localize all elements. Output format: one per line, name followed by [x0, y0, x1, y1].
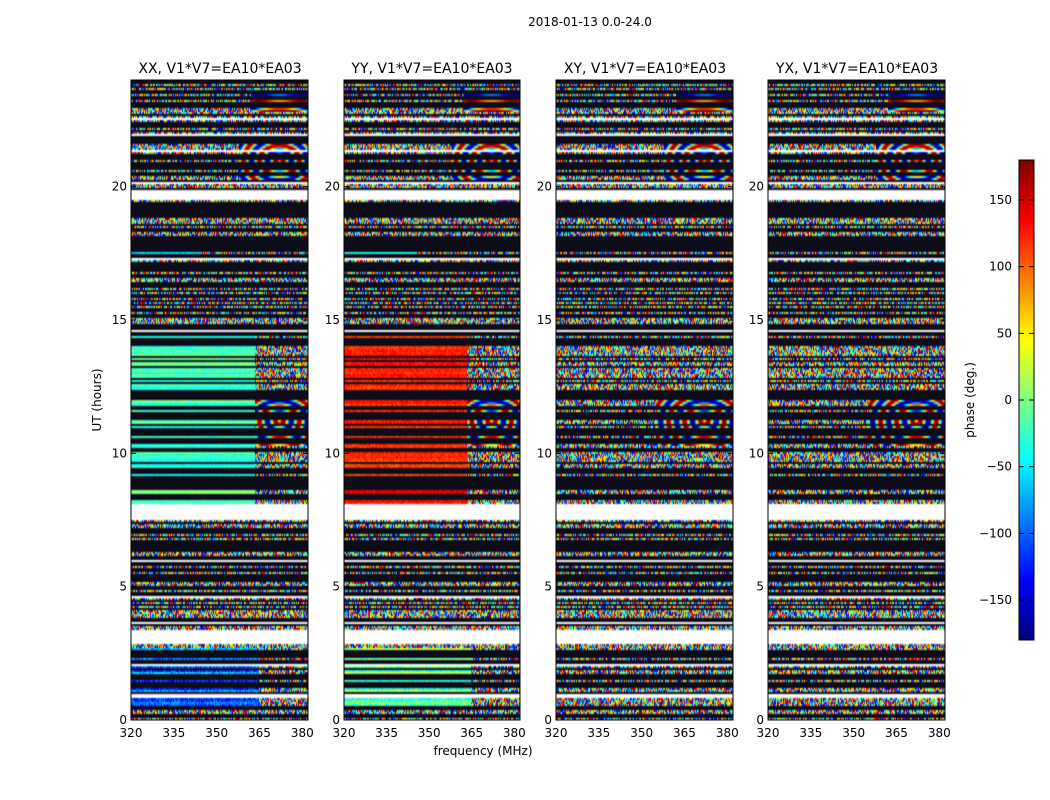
y-tick-label: 10 [112, 446, 127, 460]
y-tick-label: 10 [749, 446, 764, 460]
y-tick-label: 5 [756, 580, 764, 594]
x-tick-label: 365 [885, 726, 908, 740]
y-tick-label: 0 [332, 713, 340, 727]
panel-yy: YY, V1*V7=EA10*EA03 320 335 350 365 380 0 5 10 1… [325, 61, 526, 740]
axis-ticks-yy: 320 335 350 365 380 0 5 10 15 20 [325, 80, 526, 740]
x-tick-label: 320 [545, 726, 568, 740]
heatmap-yy [344, 80, 520, 720]
y-tick-label: 15 [537, 313, 552, 327]
y-tick-label: 15 [325, 313, 340, 327]
axis-ticks-xy: 320 335 350 365 380 0 5 10 15 20 [537, 80, 739, 740]
x-tick-label: 365 [460, 726, 483, 740]
x-tick-label: 380 [291, 726, 314, 740]
x-tick-label: 335 [799, 726, 822, 740]
y-tick-label: 20 [749, 180, 764, 194]
panel-title-yx: YX, V1*V7=EA10*EA03 [775, 61, 938, 77]
y-tick-label: 5 [119, 580, 127, 594]
colorbar-tick-label: 150 [989, 193, 1012, 207]
plot-frame-xx [130, 79, 309, 721]
colorbar: −150 −100 −50 0 50 100 150 phase (deg.) [963, 159, 1035, 641]
x-tick-label: 365 [248, 726, 271, 740]
x-tick-label: 350 [205, 726, 228, 740]
colorbar-gradient [1019, 160, 1034, 640]
panel-xx: XX, V1*V7=EA10*EA03 320 335 350 365 380 0 5 10 1… [112, 61, 314, 740]
panel-title-xy: XY, V1*V7=EA10*EA03 [564, 61, 726, 77]
x-tick-label: 335 [587, 726, 610, 740]
x-tick-label: 320 [120, 726, 143, 740]
plot-frame-yy [343, 79, 521, 721]
colorbar-tick-label: −150 [979, 593, 1012, 607]
x-tick-label: 335 [162, 726, 185, 740]
y-axis-label: UT (hours) [90, 368, 104, 431]
x-tick-label: 380 [503, 726, 526, 740]
colorbar-ticks: −150 −100 −50 0 50 100 150 [979, 193, 1034, 607]
heatmap-xx [131, 80, 308, 720]
colorbar-tick-label: 0 [1004, 393, 1012, 407]
y-tick-label: 10 [537, 446, 552, 460]
plot-frame-yx [767, 79, 946, 721]
heatmap-xy [556, 80, 733, 720]
heatmap-yx [768, 80, 945, 720]
panel-xy: XY, V1*V7=EA10*EA03 320 335 350 365 380 0 5 10 1… [537, 61, 739, 740]
y-tick-label: 0 [544, 713, 552, 727]
colorbar-tick-label: −50 [987, 460, 1012, 474]
axis-ticks-yx: 320 335 350 365 380 0 5 10 15 20 [749, 80, 951, 740]
y-tick-label: 20 [325, 180, 340, 194]
y-tick-label: 5 [544, 580, 552, 594]
y-tick-label: 15 [112, 313, 127, 327]
y-tick-label: 10 [325, 446, 340, 460]
y-tick-label: 15 [749, 313, 764, 327]
colorbar-tick-label: 100 [989, 260, 1012, 274]
colorbar-tick-label: −100 [979, 526, 1012, 540]
y-tick-label: 20 [112, 180, 127, 194]
x-tick-label: 335 [375, 726, 398, 740]
x-tick-label: 350 [630, 726, 653, 740]
panel-yx: YX, V1*V7=EA10*EA03 320 335 350 365 380 0 5 10 1… [749, 61, 951, 740]
plot-frame-xy [555, 79, 734, 721]
y-tick-label: 20 [537, 180, 552, 194]
x-tick-label: 350 [418, 726, 441, 740]
x-tick-label: 320 [757, 726, 780, 740]
figure-suptitle: 2018-01-13 0.0-24.0 [528, 15, 652, 29]
panel-title-yy: YY, V1*V7=EA10*EA03 [350, 61, 512, 77]
panel-title-xx: XX, V1*V7=EA10*EA03 [138, 61, 301, 77]
x-tick-label: 350 [842, 726, 865, 740]
x-tick-label: 380 [928, 726, 951, 740]
axis-ticks-xx: 320 335 350 365 380 0 5 10 15 20 [112, 80, 314, 740]
x-tick-label: 380 [716, 726, 739, 740]
x-tick-label: 320 [333, 726, 356, 740]
y-tick-label: 5 [332, 580, 340, 594]
y-tick-label: 0 [119, 713, 127, 727]
x-axis-label: frequency (MHz) [433, 744, 532, 758]
x-tick-label: 365 [673, 726, 696, 740]
y-tick-label: 0 [756, 713, 764, 727]
colorbar-tick-label: 50 [997, 326, 1012, 340]
colorbar-label: phase (deg.) [963, 362, 977, 438]
